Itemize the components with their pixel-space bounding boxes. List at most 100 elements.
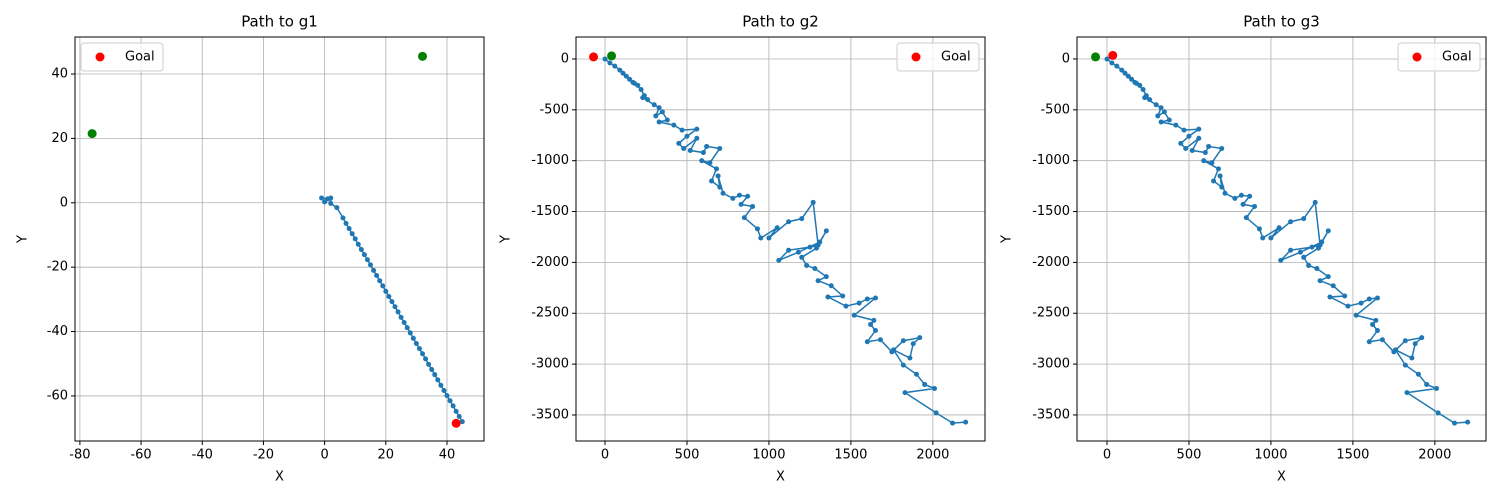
path-point (420, 351, 426, 357)
path-point (1183, 145, 1189, 151)
path-point (864, 339, 870, 345)
legend-box (1397, 42, 1481, 72)
x-tick-label: -40 (192, 448, 213, 463)
path-point (1268, 235, 1274, 241)
subplot: Path to g2 0 500 1000 1500 2000 -3500 -3000 -250… (499, 13, 986, 485)
path-point (1409, 355, 1415, 361)
x-tick-label: 0 (1103, 448, 1111, 463)
path-point (1315, 245, 1321, 251)
y-tick-label: 0 (60, 195, 68, 210)
path-point (1415, 371, 1421, 377)
path-point (640, 95, 646, 101)
path-point (352, 236, 358, 242)
path-point (799, 254, 805, 260)
path-point (444, 393, 450, 399)
path-point (913, 371, 919, 377)
path-point (1202, 150, 1208, 156)
path-point (346, 226, 352, 232)
x-axis-label: X (1277, 470, 1286, 485)
axes-frame (575, 36, 986, 442)
path-point (612, 63, 618, 69)
path-point (699, 158, 705, 164)
path-point (715, 173, 721, 179)
path-point (868, 321, 874, 327)
x-tick-label: 1500 (834, 448, 867, 463)
path-point (1243, 215, 1249, 221)
path-point (435, 377, 441, 383)
path-line (321, 196, 463, 423)
y-axis-label: Y (499, 235, 514, 244)
path-point (319, 195, 325, 201)
y-tick-label: 0 (1062, 51, 1070, 66)
path-point (395, 309, 401, 315)
path-point (754, 226, 760, 232)
path-point (416, 346, 422, 352)
path-point (1465, 419, 1471, 425)
path-point (651, 102, 657, 108)
x-tick-label: 1000 (1254, 448, 1287, 463)
y-tick-label: -3500 (531, 407, 569, 422)
path-point (795, 249, 801, 255)
path-point (653, 113, 659, 119)
path-point (328, 195, 334, 201)
path-point (1402, 362, 1408, 368)
path-point (825, 294, 831, 300)
path-point (1419, 335, 1425, 341)
y-tick-label: -2500 (1032, 306, 1070, 321)
x-tick-label: -20 (253, 448, 274, 463)
x-tick-label: 1000 (752, 448, 785, 463)
path-point (741, 215, 747, 221)
path-point (922, 381, 928, 387)
path-point (1173, 122, 1179, 128)
path-point (1370, 321, 1376, 327)
path-point (1330, 283, 1336, 289)
path-point (438, 382, 444, 388)
path-point (349, 231, 355, 237)
path-point (1366, 339, 1372, 345)
path-point (1189, 148, 1195, 154)
path-line (1106, 58, 1468, 424)
path-point (1247, 193, 1253, 199)
path-point (676, 140, 682, 146)
path-point (407, 330, 413, 336)
y-tick-label: -2000 (531, 255, 569, 270)
path-point (840, 293, 846, 299)
path-point (1240, 201, 1246, 207)
path-point (358, 246, 364, 252)
path-point (717, 184, 723, 190)
scatter-point (589, 52, 599, 62)
path-point (1201, 158, 1207, 164)
subplot-title: Path to g2 (742, 13, 819, 31)
path-point (917, 335, 923, 341)
path-point (1312, 199, 1318, 205)
path-point (623, 73, 629, 79)
path-point (1252, 203, 1258, 209)
path-point (684, 133, 690, 139)
path-point (736, 192, 742, 198)
path-point (1276, 225, 1282, 231)
path-point (1114, 63, 1120, 69)
scatter-point (607, 51, 617, 61)
path-point (900, 338, 906, 344)
legend-label: Goal (1442, 50, 1472, 65)
path-point (1122, 70, 1128, 76)
path-point (1215, 166, 1221, 172)
path-point (707, 160, 713, 166)
legend: Goal (1397, 42, 1481, 72)
path-point (1345, 303, 1351, 309)
path-point (671, 122, 677, 128)
y-axis-label: Y (1000, 235, 1015, 244)
path-point (1301, 216, 1307, 222)
path-point (1260, 235, 1266, 241)
path-point (807, 244, 813, 250)
path-point (786, 219, 792, 225)
path-point (1288, 247, 1294, 253)
path-point (694, 135, 700, 141)
path-point (1435, 410, 1441, 416)
path-point (441, 387, 447, 393)
path-point (1309, 244, 1315, 250)
path-point (856, 300, 862, 306)
path-point (432, 372, 438, 378)
path-point (1219, 145, 1225, 151)
